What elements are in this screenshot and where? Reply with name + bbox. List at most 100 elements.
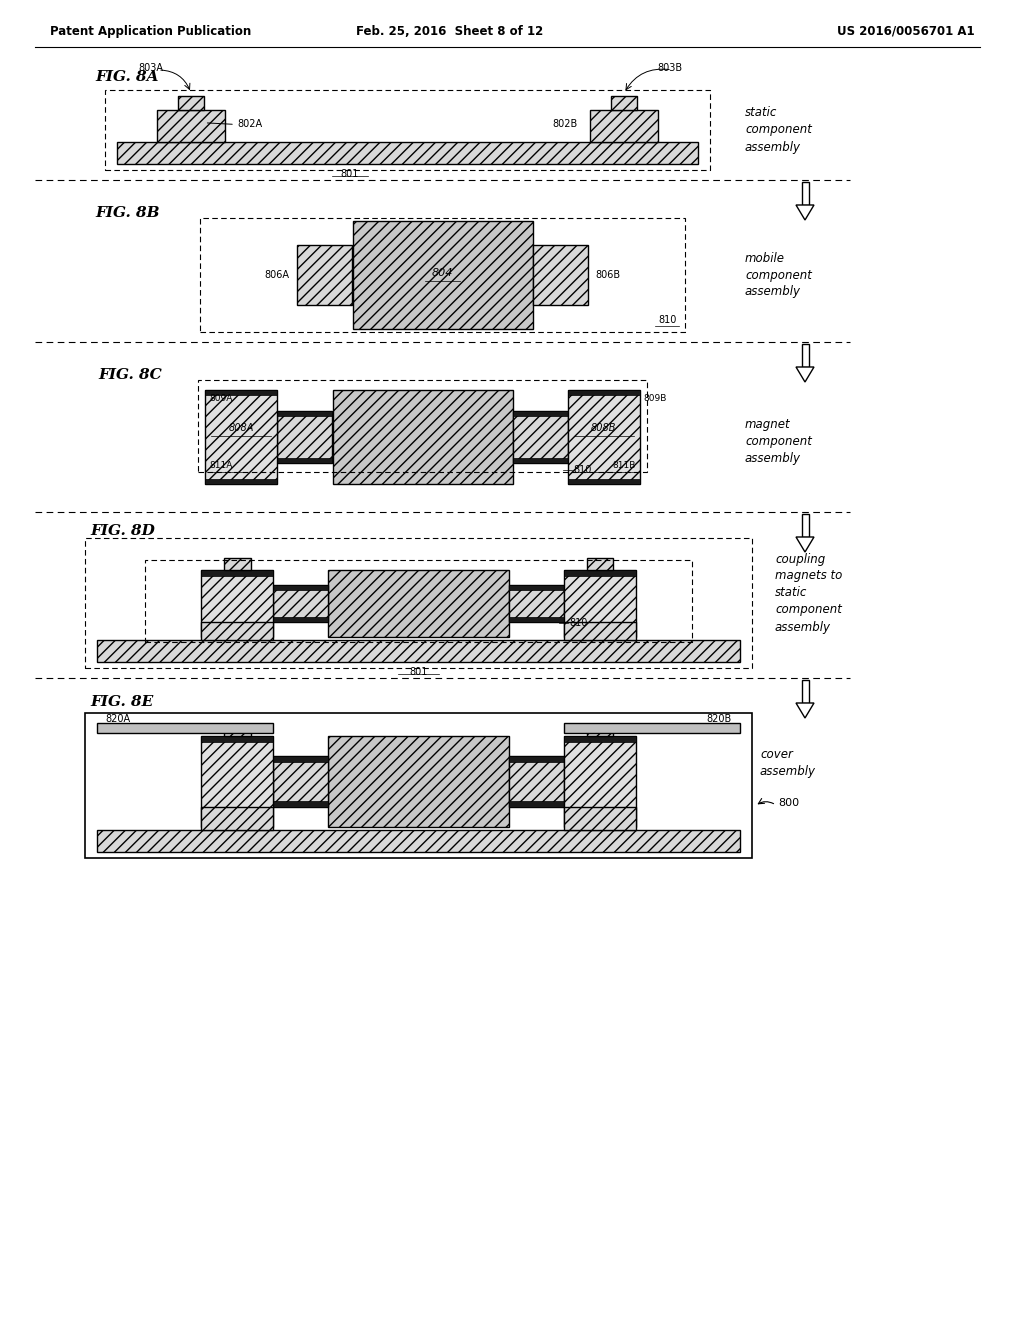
Bar (802, 680, 809, 704)
Bar (224, 558, 251, 570)
Bar (587, 558, 612, 570)
Text: 801: 801 (341, 169, 359, 180)
Bar (567, 479, 640, 484)
Bar (333, 389, 512, 484)
Bar (587, 726, 612, 737)
Bar (157, 110, 225, 143)
Bar (273, 616, 329, 622)
Bar (563, 807, 636, 830)
Bar (200, 218, 685, 333)
Bar (202, 570, 273, 638)
Bar (198, 380, 647, 473)
Bar (563, 737, 636, 742)
Bar (802, 345, 809, 367)
Bar (97, 723, 273, 733)
Bar (85, 713, 752, 858)
Text: Feb. 25, 2016  Sheet 8 of 12: Feb. 25, 2016 Sheet 8 of 12 (356, 25, 544, 38)
Bar (273, 585, 329, 622)
Bar (563, 631, 636, 638)
Bar (97, 640, 740, 663)
Bar (532, 244, 588, 305)
Text: 802B: 802B (553, 119, 578, 129)
Bar (563, 622, 636, 640)
Text: FIG. 8E: FIG. 8E (90, 696, 154, 709)
Bar (273, 756, 329, 762)
Bar (329, 737, 509, 828)
Bar (563, 737, 636, 828)
Bar (202, 622, 273, 640)
Text: 820B: 820B (707, 714, 732, 723)
Bar (105, 90, 710, 170)
Text: 801: 801 (410, 667, 428, 677)
Bar (802, 182, 809, 205)
Text: 804: 804 (432, 268, 454, 277)
Text: Patent Application Publication: Patent Application Publication (50, 25, 251, 38)
Text: 802A: 802A (237, 119, 262, 129)
Bar (97, 830, 740, 851)
Text: 809A: 809A (210, 393, 232, 403)
Bar (273, 801, 329, 807)
Bar (206, 389, 278, 484)
Bar (567, 389, 640, 484)
Bar (611, 96, 637, 110)
Bar (590, 110, 658, 143)
Bar (563, 821, 636, 828)
Text: 806A: 806A (264, 271, 290, 280)
Text: coupling
magnets to
static
component
assembly: coupling magnets to static component ass… (775, 553, 843, 634)
Text: cover
assembly: cover assembly (760, 748, 816, 777)
Bar (509, 801, 563, 807)
Text: 820A: 820A (105, 714, 130, 723)
Bar (352, 220, 532, 329)
Text: FIG. 8D: FIG. 8D (90, 524, 155, 539)
Bar (563, 570, 636, 576)
Text: FIG. 8B: FIG. 8B (95, 206, 160, 220)
Text: 808B: 808B (591, 422, 616, 433)
Bar (509, 585, 563, 590)
Polygon shape (796, 367, 814, 381)
Bar (278, 458, 333, 463)
Text: 808A: 808A (228, 422, 254, 433)
Bar (298, 244, 352, 305)
Bar (206, 479, 278, 484)
Bar (178, 96, 204, 110)
Bar (509, 756, 563, 807)
Text: 811B: 811B (612, 461, 636, 470)
Polygon shape (796, 704, 814, 718)
Bar (512, 411, 567, 416)
Bar (512, 411, 567, 463)
Bar (273, 585, 329, 590)
Text: 810: 810 (569, 618, 588, 628)
Text: 803A: 803A (138, 63, 163, 73)
Bar (802, 513, 809, 537)
Bar (206, 389, 278, 396)
Bar (509, 756, 563, 762)
Bar (567, 389, 640, 396)
Text: mobile
component
assembly: mobile component assembly (745, 252, 812, 298)
Text: static
component
assembly: static component assembly (745, 107, 812, 153)
Text: 810: 810 (658, 315, 677, 325)
Bar (202, 737, 273, 828)
Text: 800: 800 (778, 799, 799, 808)
Bar (117, 143, 698, 164)
Text: 803B: 803B (656, 63, 682, 73)
Text: FIG. 8C: FIG. 8C (98, 368, 162, 381)
Bar (85, 539, 752, 668)
Bar (145, 560, 692, 642)
Bar (202, 631, 273, 638)
Bar (202, 570, 273, 576)
Text: 806B: 806B (596, 271, 621, 280)
Bar (278, 411, 333, 463)
Text: magnet
component
assembly: magnet component assembly (745, 417, 812, 465)
Text: FIG. 8A: FIG. 8A (95, 70, 159, 84)
Bar (512, 458, 567, 463)
Bar (202, 737, 273, 742)
Bar (202, 821, 273, 828)
Text: 811A: 811A (210, 461, 232, 470)
Bar (509, 585, 563, 622)
Bar (273, 756, 329, 807)
Bar (563, 723, 740, 733)
Bar (563, 570, 636, 638)
Bar (329, 570, 509, 638)
Text: 810: 810 (573, 465, 592, 475)
Text: 809B: 809B (643, 393, 667, 403)
